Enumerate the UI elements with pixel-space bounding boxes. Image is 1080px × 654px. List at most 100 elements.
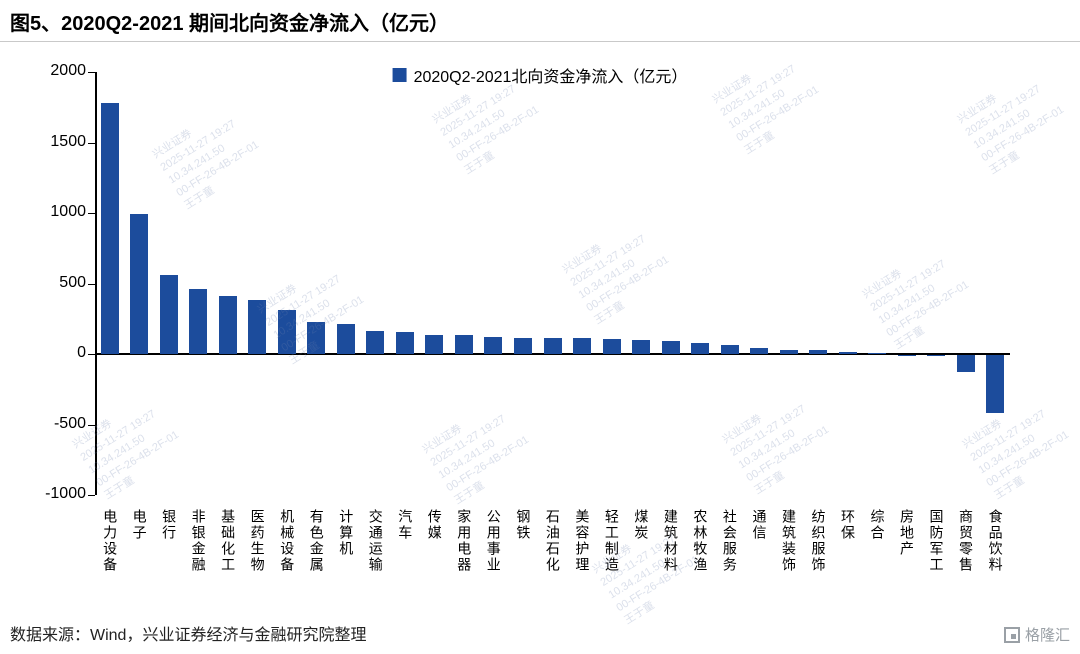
x-axis-label: 通信	[744, 509, 774, 637]
x-axis-label-text: 轻工制造	[603, 509, 620, 573]
x-axis-label: 公用事业	[479, 509, 509, 637]
watermark: 兴业证券 2025-11-27 19:27 10.34.241.50 00-FF…	[150, 117, 262, 212]
bar	[897, 355, 916, 356]
x-axis-label: 纺织服饰	[803, 509, 833, 637]
bar	[100, 103, 119, 354]
y-tick-mark	[88, 213, 95, 214]
x-axis-label-text: 建筑材料	[662, 509, 679, 573]
bar	[809, 350, 828, 354]
x-axis-label-text: 汽车	[397, 509, 414, 541]
bar	[130, 214, 149, 354]
zero-baseline	[95, 353, 1010, 355]
x-axis-label: 钢铁	[508, 509, 538, 637]
watermark: 兴业证券 2025-11-27 19:27 10.34.241.50 00-FF…	[420, 412, 532, 507]
bar	[691, 342, 710, 354]
watermark: 兴业证券 2025-11-27 19:27 10.34.241.50 00-FF…	[860, 257, 972, 352]
x-axis-label: 环保	[833, 509, 863, 637]
x-axis-label-text: 通信	[751, 509, 768, 541]
x-axis-label-text: 煤炭	[633, 509, 650, 541]
x-axis-label-text: 纺织服饰	[810, 509, 827, 573]
bar	[838, 352, 857, 354]
y-tick-label: 500	[59, 273, 86, 291]
bar	[159, 275, 178, 354]
x-axis-label: 银行	[154, 509, 184, 637]
x-axis-label-text: 钢铁	[515, 509, 532, 541]
bar	[277, 310, 296, 354]
x-axis-label-text: 计算机	[338, 509, 355, 557]
y-tick-label: 1000	[50, 203, 86, 220]
y-tick-label: 0	[77, 344, 86, 361]
x-axis-label-text: 综合	[869, 509, 886, 541]
bar	[573, 338, 592, 354]
gelonghui-logo-text: 格隆汇	[1024, 627, 1070, 644]
bar	[720, 344, 739, 354]
x-axis-label-text: 农林牧渔	[692, 509, 709, 573]
watermark: 兴业证券 2025-11-27 19:27 10.34.241.50 00-FF…	[960, 407, 1072, 502]
x-axis-label-text: 银行	[161, 509, 178, 541]
bar	[484, 337, 503, 354]
x-axis-label-text: 房地产	[899, 509, 916, 557]
bar	[543, 338, 562, 354]
x-axis-label: 非银金融	[184, 509, 214, 637]
bar	[661, 340, 680, 354]
bar	[307, 321, 326, 354]
bar	[248, 299, 267, 354]
x-axis-label-text: 电子	[131, 509, 148, 541]
watermark: 兴业证券 2025-11-27 19:27 10.34.241.50 00-FF…	[955, 82, 1067, 177]
y-tick-label: -1000	[45, 485, 86, 502]
x-axis-label-text: 商贸零售	[958, 509, 975, 573]
legend-label: 2020Q2-2021北向资金净流入（亿元）	[413, 69, 688, 86]
x-axis-label: 轻工制造	[597, 509, 627, 637]
x-axis-label: 商贸零售	[951, 509, 981, 637]
x-axis-label: 计算机	[331, 509, 361, 637]
x-axis-label-text: 食品饮料	[987, 509, 1004, 573]
bar	[632, 339, 651, 354]
x-axis-label-text: 传媒	[426, 509, 443, 541]
y-tick-mark	[88, 72, 95, 73]
x-axis-label: 电力设备	[95, 509, 125, 637]
bar	[986, 355, 1005, 413]
watermark: 兴业证券 2025-11-27 19:27 10.34.241.50 00-FF…	[710, 62, 822, 157]
x-axis-label: 建筑材料	[656, 509, 686, 637]
bar	[602, 339, 621, 354]
x-axis-label-text: 医药生物	[249, 509, 266, 573]
title-underline	[0, 41, 1080, 42]
x-axis-label: 机械设备	[272, 509, 302, 637]
x-axis-label: 医药生物	[243, 509, 273, 637]
bar	[868, 352, 887, 354]
x-axis-label-text: 公用事业	[485, 509, 502, 573]
page-title: 图5、2020Q2-2021 期间北向资金净流入（亿元）	[10, 13, 450, 35]
bar	[395, 332, 414, 354]
x-axis-label: 石油石化	[538, 509, 568, 637]
x-axis-label-text: 环保	[839, 509, 856, 541]
y-tick-label: 2000	[50, 62, 86, 79]
x-axis-label-text: 建筑装饰	[780, 509, 797, 573]
x-axis-label: 国防军工	[921, 509, 951, 637]
bar	[218, 296, 237, 354]
y-tick-mark	[88, 354, 95, 355]
y-tick-label: -500	[53, 414, 86, 432]
bar	[750, 348, 769, 354]
bar	[189, 289, 208, 354]
bar	[425, 334, 444, 354]
x-axis-label-text: 国防军工	[928, 509, 945, 573]
bar	[336, 323, 355, 354]
x-axis-label: 农林牧渔	[685, 509, 715, 637]
x-axis-label: 交通运输	[361, 509, 391, 637]
x-axis-label: 食品饮料	[980, 509, 1010, 637]
x-axis-label: 综合	[862, 509, 892, 637]
x-axis-label: 社会服务	[715, 509, 745, 637]
x-axis-label-text: 家用电器	[456, 509, 473, 573]
x-axis-label-text: 石油石化	[544, 509, 561, 573]
x-axis-label-text: 机械设备	[279, 509, 296, 573]
x-axis-label: 煤炭	[626, 509, 656, 637]
x-axis-label-text: 交通运输	[367, 509, 384, 573]
bar	[927, 355, 946, 357]
x-axis-label: 电子	[125, 509, 155, 637]
y-tick-label: 1500	[50, 132, 86, 150]
bar	[513, 337, 532, 354]
y-tick-mark	[88, 495, 95, 496]
watermark: 兴业证券 2025-11-27 19:27 10.34.241.50 00-FF…	[70, 407, 182, 502]
x-axis-label: 汽车	[390, 509, 420, 637]
chart-legend: 2020Q2-2021北向资金净流入（亿元）	[392, 63, 688, 87]
